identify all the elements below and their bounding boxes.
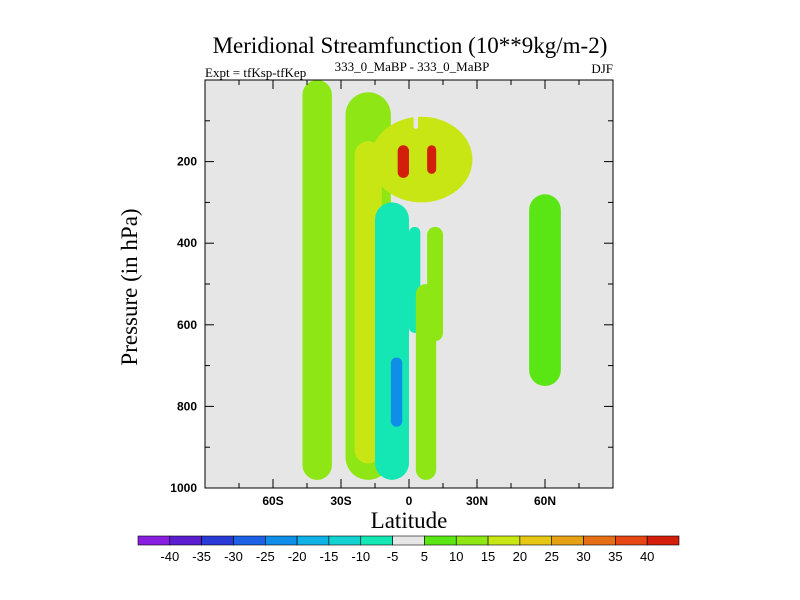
colorbar-label: -20 — [288, 549, 307, 564]
contour-region-15 — [529, 194, 561, 386]
x-tick-label: 0 — [406, 494, 413, 508]
colorbar-swatch — [328, 535, 362, 546]
colorbar-label: 20 — [513, 549, 527, 564]
colorbar-swatch — [551, 535, 584, 546]
colorbar-swatch — [137, 535, 171, 546]
colorbar-swatch — [424, 535, 457, 546]
colorbar-label: -25 — [256, 549, 275, 564]
y-tick-label: 600 — [177, 318, 197, 332]
x-tick-label: 60S — [262, 494, 283, 508]
chart-title: Meridional Streamfunction (10**9kg/m-2) — [213, 33, 608, 58]
contour-region-5 — [397, 145, 409, 178]
colorbar-swatch — [646, 535, 680, 546]
colorbar-swatch — [264, 535, 298, 546]
contour-region-13 — [483, 120, 507, 187]
colorbar-label: 10 — [449, 549, 463, 564]
colorbar-label: 15 — [481, 549, 495, 564]
colorbar-label: 25 — [544, 549, 558, 564]
colorbar-label: -35 — [192, 549, 211, 564]
colorbar-label: -15 — [320, 549, 339, 564]
contour-fills — [302, 80, 561, 480]
colorbar-label: 30 — [576, 549, 590, 564]
colorbar-swatch — [615, 535, 648, 546]
x-tick-label: 60N — [534, 494, 556, 508]
contour-region-4 — [370, 116, 473, 203]
colorbar-label: 5 — [421, 549, 428, 564]
y-tick-label: 800 — [177, 399, 197, 413]
y-tick-label: 1000 — [170, 481, 197, 495]
colorbar-swatch — [360, 535, 393, 546]
y-axis-label: Pressure (in hPa) — [117, 208, 142, 365]
colorbar: -40 -35 -30 -25 -20 -15 -10 -5 5 10 15 20 25 30 35 40 — [137, 535, 680, 564]
subtitle-center: 333_0_MaBP - 333_0_MaBP — [335, 59, 490, 74]
colorbar-label: -5 — [387, 549, 399, 564]
contour-region-7 — [375, 202, 409, 480]
y-tick-label: 200 — [177, 155, 197, 169]
colorbar-label: 40 — [640, 549, 654, 564]
y-tick-label: 400 — [177, 236, 197, 250]
axis-ticks: 60S 30S 0 30N 60N 200 400 600 800 1000 — [170, 80, 613, 508]
contour-region-8 — [390, 357, 403, 427]
colorbar-swatch — [455, 535, 489, 546]
contour-region-6 — [427, 145, 437, 174]
colorbar-label: -10 — [351, 549, 370, 564]
colorbar-swatch — [201, 535, 234, 546]
colorbar-swatch — [519, 535, 553, 546]
x-tick-label: 30N — [466, 494, 488, 508]
colorbar-label: 35 — [608, 549, 622, 564]
subtitle-left: Expt = tfKsp-tfKep — [205, 65, 306, 80]
subtitle-right: DJF — [591, 61, 613, 76]
contour-region-12 — [427, 226, 443, 342]
contour-region-10 — [413, 92, 419, 129]
colorbar-swatch — [169, 535, 202, 546]
x-axis-label: Latitude — [371, 508, 448, 533]
colorbar-swatch — [392, 535, 425, 546]
colorbar-label: -30 — [224, 549, 243, 564]
x-tick-label: 30S — [330, 494, 351, 508]
colorbar-swatch — [233, 535, 266, 546]
colorbar-swatch — [296, 535, 330, 546]
colorbar-swatch — [583, 535, 616, 546]
contour-region-14 — [479, 324, 507, 480]
contour-region-1 — [302, 80, 332, 480]
colorbar-swatch — [487, 535, 521, 546]
colorbar-label: -40 — [160, 549, 179, 564]
